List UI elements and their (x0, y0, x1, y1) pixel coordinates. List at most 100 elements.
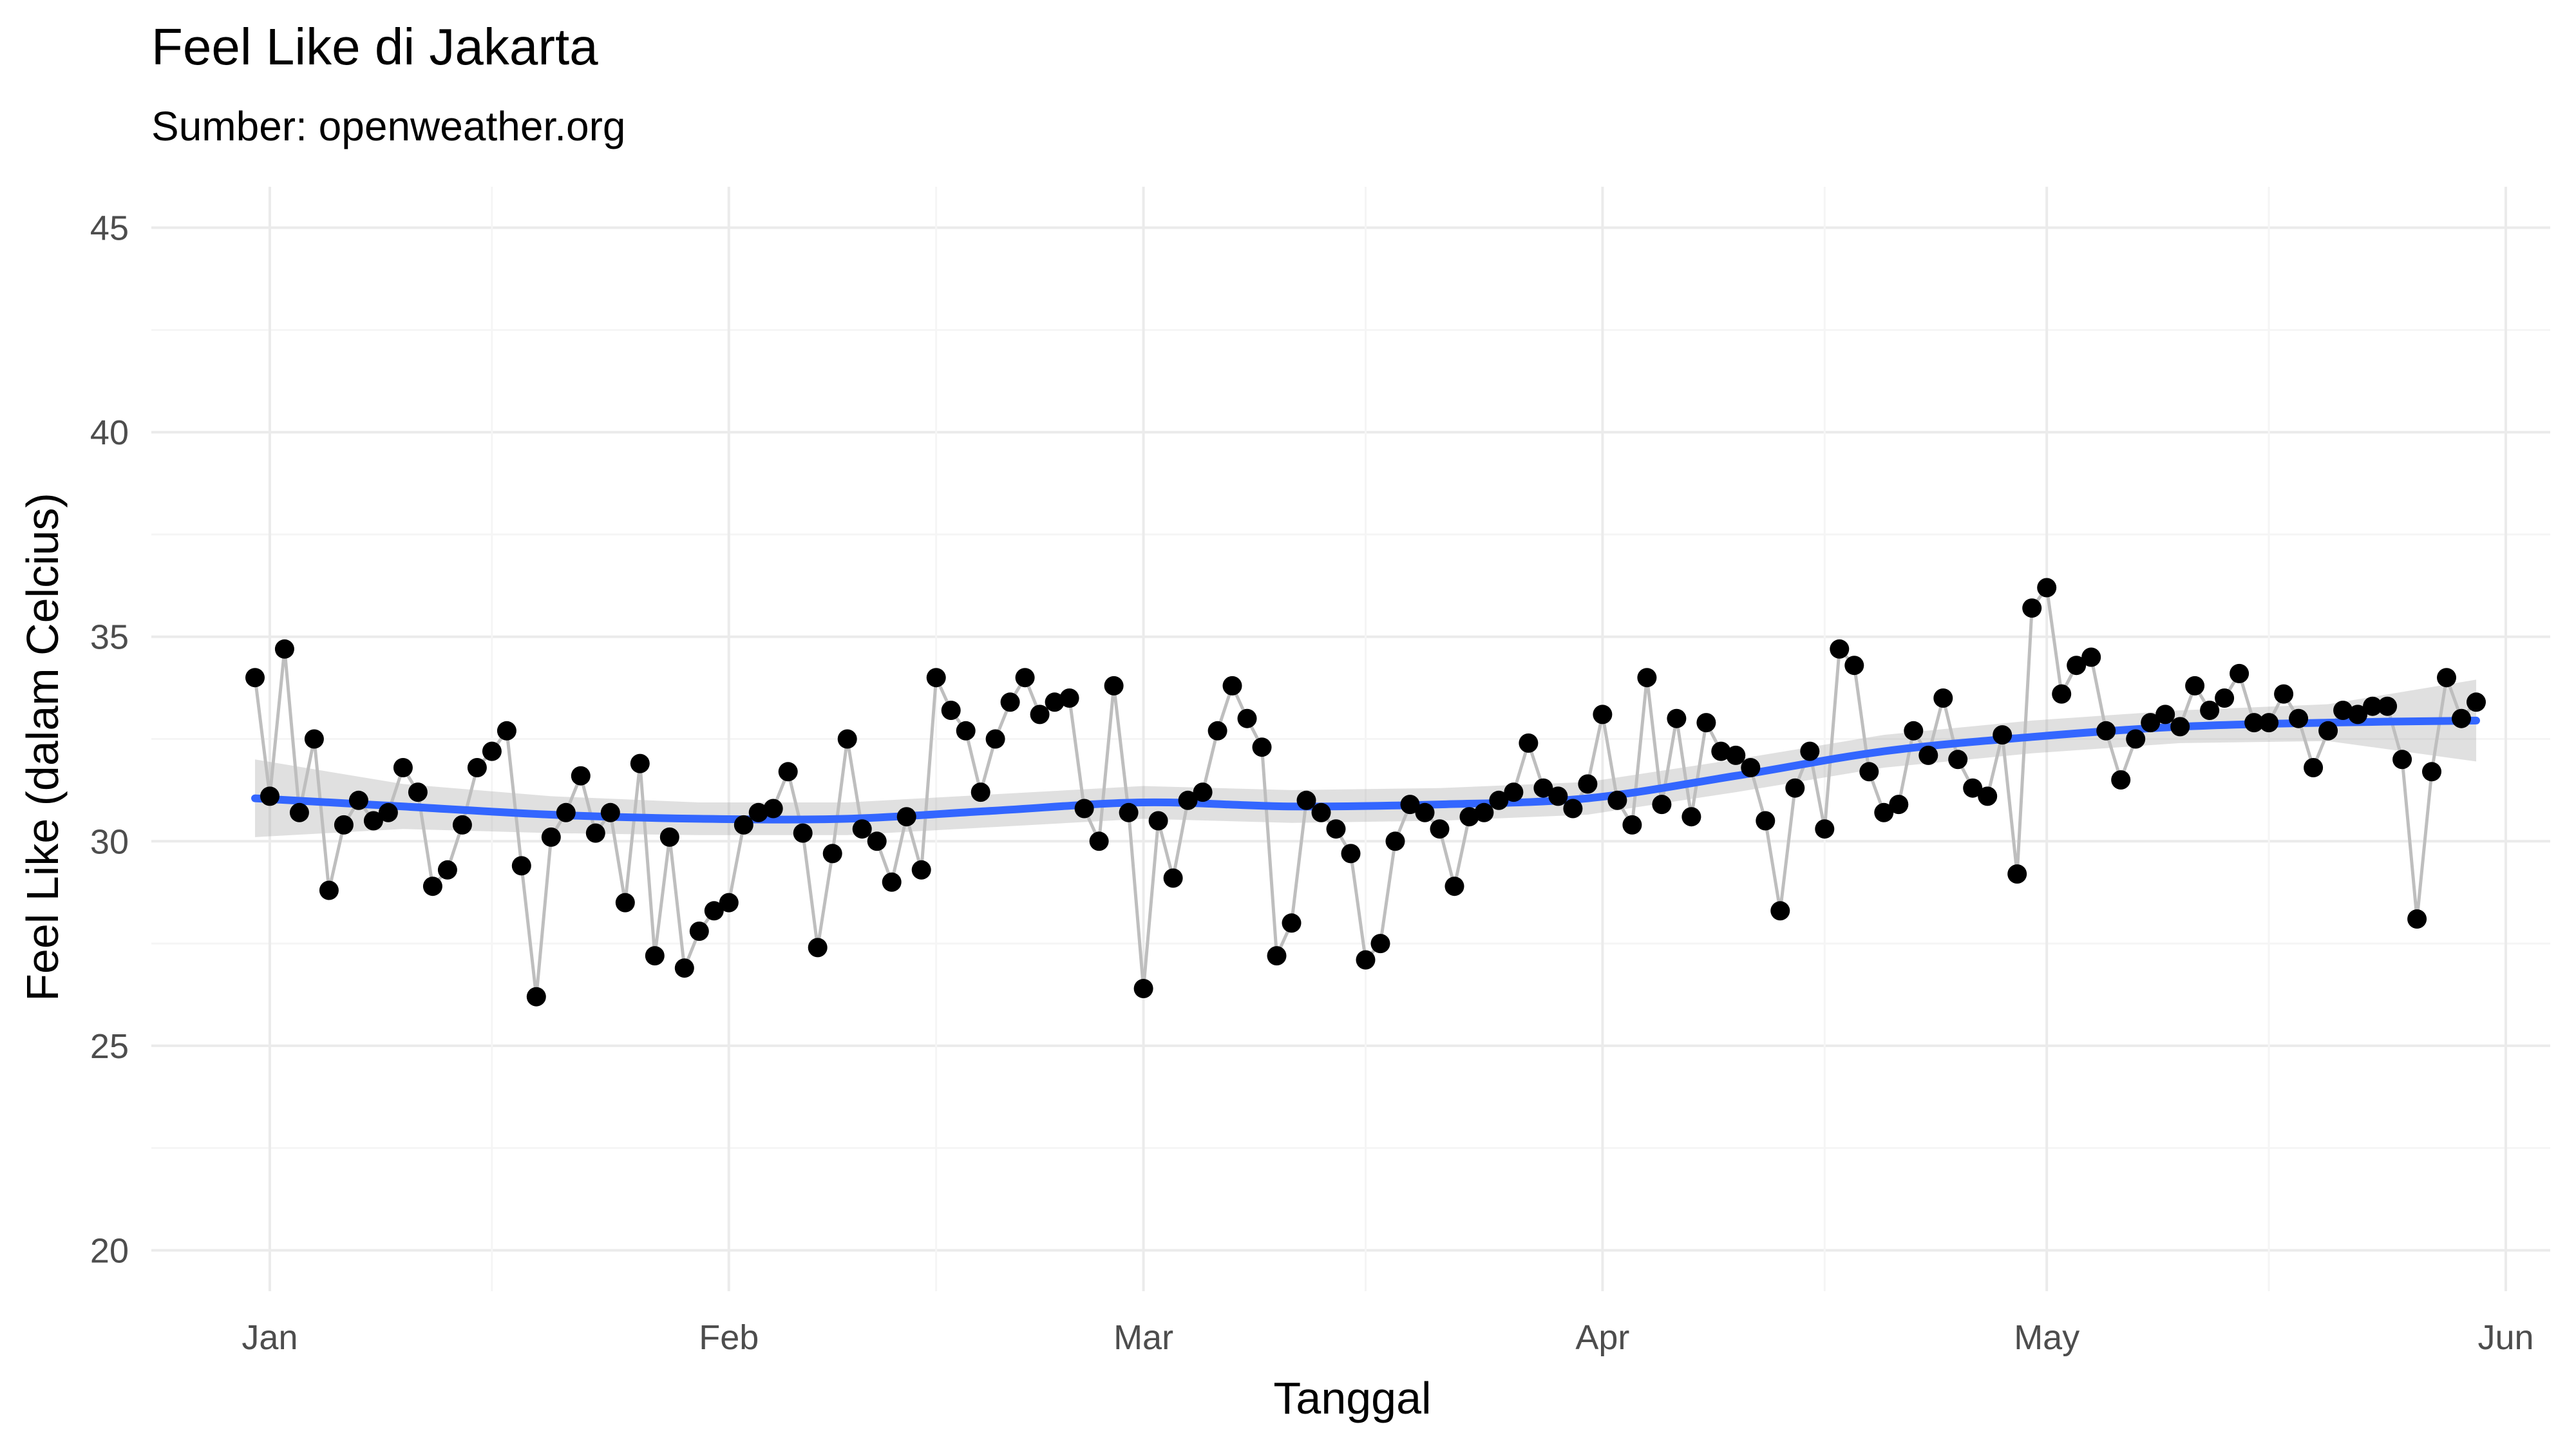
data-point (1904, 721, 1924, 741)
data-point (1267, 946, 1287, 966)
data-point (1430, 819, 1450, 839)
data-point (1222, 676, 1242, 696)
data-point (1993, 725, 2012, 745)
data-point (630, 753, 650, 773)
x-tick-label: Apr (1575, 1318, 1629, 1357)
data-point (1311, 802, 1331, 822)
data-point (1059, 688, 1079, 708)
data-point (1045, 692, 1065, 712)
data-point (734, 815, 753, 835)
data-point (1533, 778, 1553, 798)
data-point (600, 802, 620, 822)
data-point (1015, 668, 1035, 688)
data-point (274, 639, 294, 659)
data-point (615, 893, 635, 913)
x-axis-ticks: Jan Feb Mar Apr May Jun (242, 1318, 2533, 1357)
data-point (2022, 598, 2042, 618)
x-tick-label: Jun (2477, 1318, 2533, 1357)
data-point (1963, 778, 1983, 798)
data-point (808, 938, 828, 958)
data-point (2007, 864, 2027, 884)
x-tick-label: Jan (242, 1318, 298, 1357)
data-point (1681, 807, 1701, 827)
data-point (2126, 729, 2146, 749)
data-point (926, 668, 946, 688)
data-point (837, 729, 857, 749)
data-point (1074, 799, 1094, 819)
data-point (1000, 692, 1020, 712)
data-point (2363, 696, 2383, 716)
data-point (2037, 578, 2057, 598)
data-point (1726, 745, 1746, 765)
data-point (585, 823, 605, 843)
data-point (1711, 741, 1731, 761)
data-point (541, 827, 561, 847)
data-point (2155, 705, 2175, 724)
data-point (245, 668, 265, 688)
y-tick-label: 40 (90, 413, 129, 452)
data-point (971, 782, 990, 802)
data-point (911, 860, 931, 880)
y-axis-title: Feel Like (dalam Celcius) (17, 493, 68, 1001)
data-point (1607, 790, 1627, 810)
data-point (334, 815, 354, 835)
data-point (2259, 713, 2279, 733)
data-point (2378, 696, 2398, 716)
data-point (1119, 802, 1139, 822)
data-point (2052, 684, 2072, 704)
data-point (1163, 868, 1183, 888)
data-point (1548, 786, 1568, 806)
data-point (556, 802, 576, 822)
data-point (1444, 876, 1464, 896)
data-point (2244, 713, 2264, 733)
data-point (748, 802, 768, 822)
data-point (497, 721, 516, 741)
data-point (1918, 745, 1938, 765)
data-point (2185, 676, 2205, 696)
data-point (1474, 802, 1494, 822)
data-point (452, 815, 472, 835)
data-point (1282, 913, 1302, 933)
data-point (1030, 705, 1050, 724)
data-point (348, 790, 368, 810)
data-point (2111, 770, 2131, 790)
data-point (511, 856, 531, 876)
data-point (674, 958, 694, 978)
data-point (778, 762, 798, 782)
data-point (1593, 705, 1613, 724)
data-point (1504, 782, 1524, 802)
data-point (2289, 708, 2309, 728)
data-point (2200, 701, 2220, 720)
y-tick-label: 30 (90, 822, 129, 861)
data-point (1148, 811, 1168, 831)
data-point (882, 872, 902, 892)
y-tick-label: 20 (90, 1231, 129, 1270)
data-point (659, 827, 679, 847)
y-tick-label: 25 (90, 1027, 129, 1066)
data-point (2452, 708, 2471, 728)
data-point (1933, 688, 1953, 708)
y-tick-label: 35 (90, 618, 129, 657)
x-tick-label: May (2014, 1318, 2079, 1357)
data-point (422, 876, 442, 896)
data-point (1652, 795, 1672, 815)
data-point (1296, 790, 1316, 810)
data-point (482, 741, 502, 761)
data-point (1370, 934, 1390, 954)
data-point (1415, 802, 1435, 822)
data-point (645, 946, 665, 966)
data-point (2348, 705, 2368, 724)
data-point (1400, 795, 1420, 815)
data-point (1519, 733, 1539, 753)
data-point (1133, 979, 1153, 998)
data-point (985, 729, 1005, 749)
data-point (2215, 688, 2235, 708)
data-point (1785, 778, 1805, 798)
data-point (1637, 668, 1657, 688)
data-point (363, 811, 383, 831)
x-tick-label: Feb (699, 1318, 759, 1357)
data-point (408, 782, 428, 802)
data-point (1859, 762, 1879, 782)
